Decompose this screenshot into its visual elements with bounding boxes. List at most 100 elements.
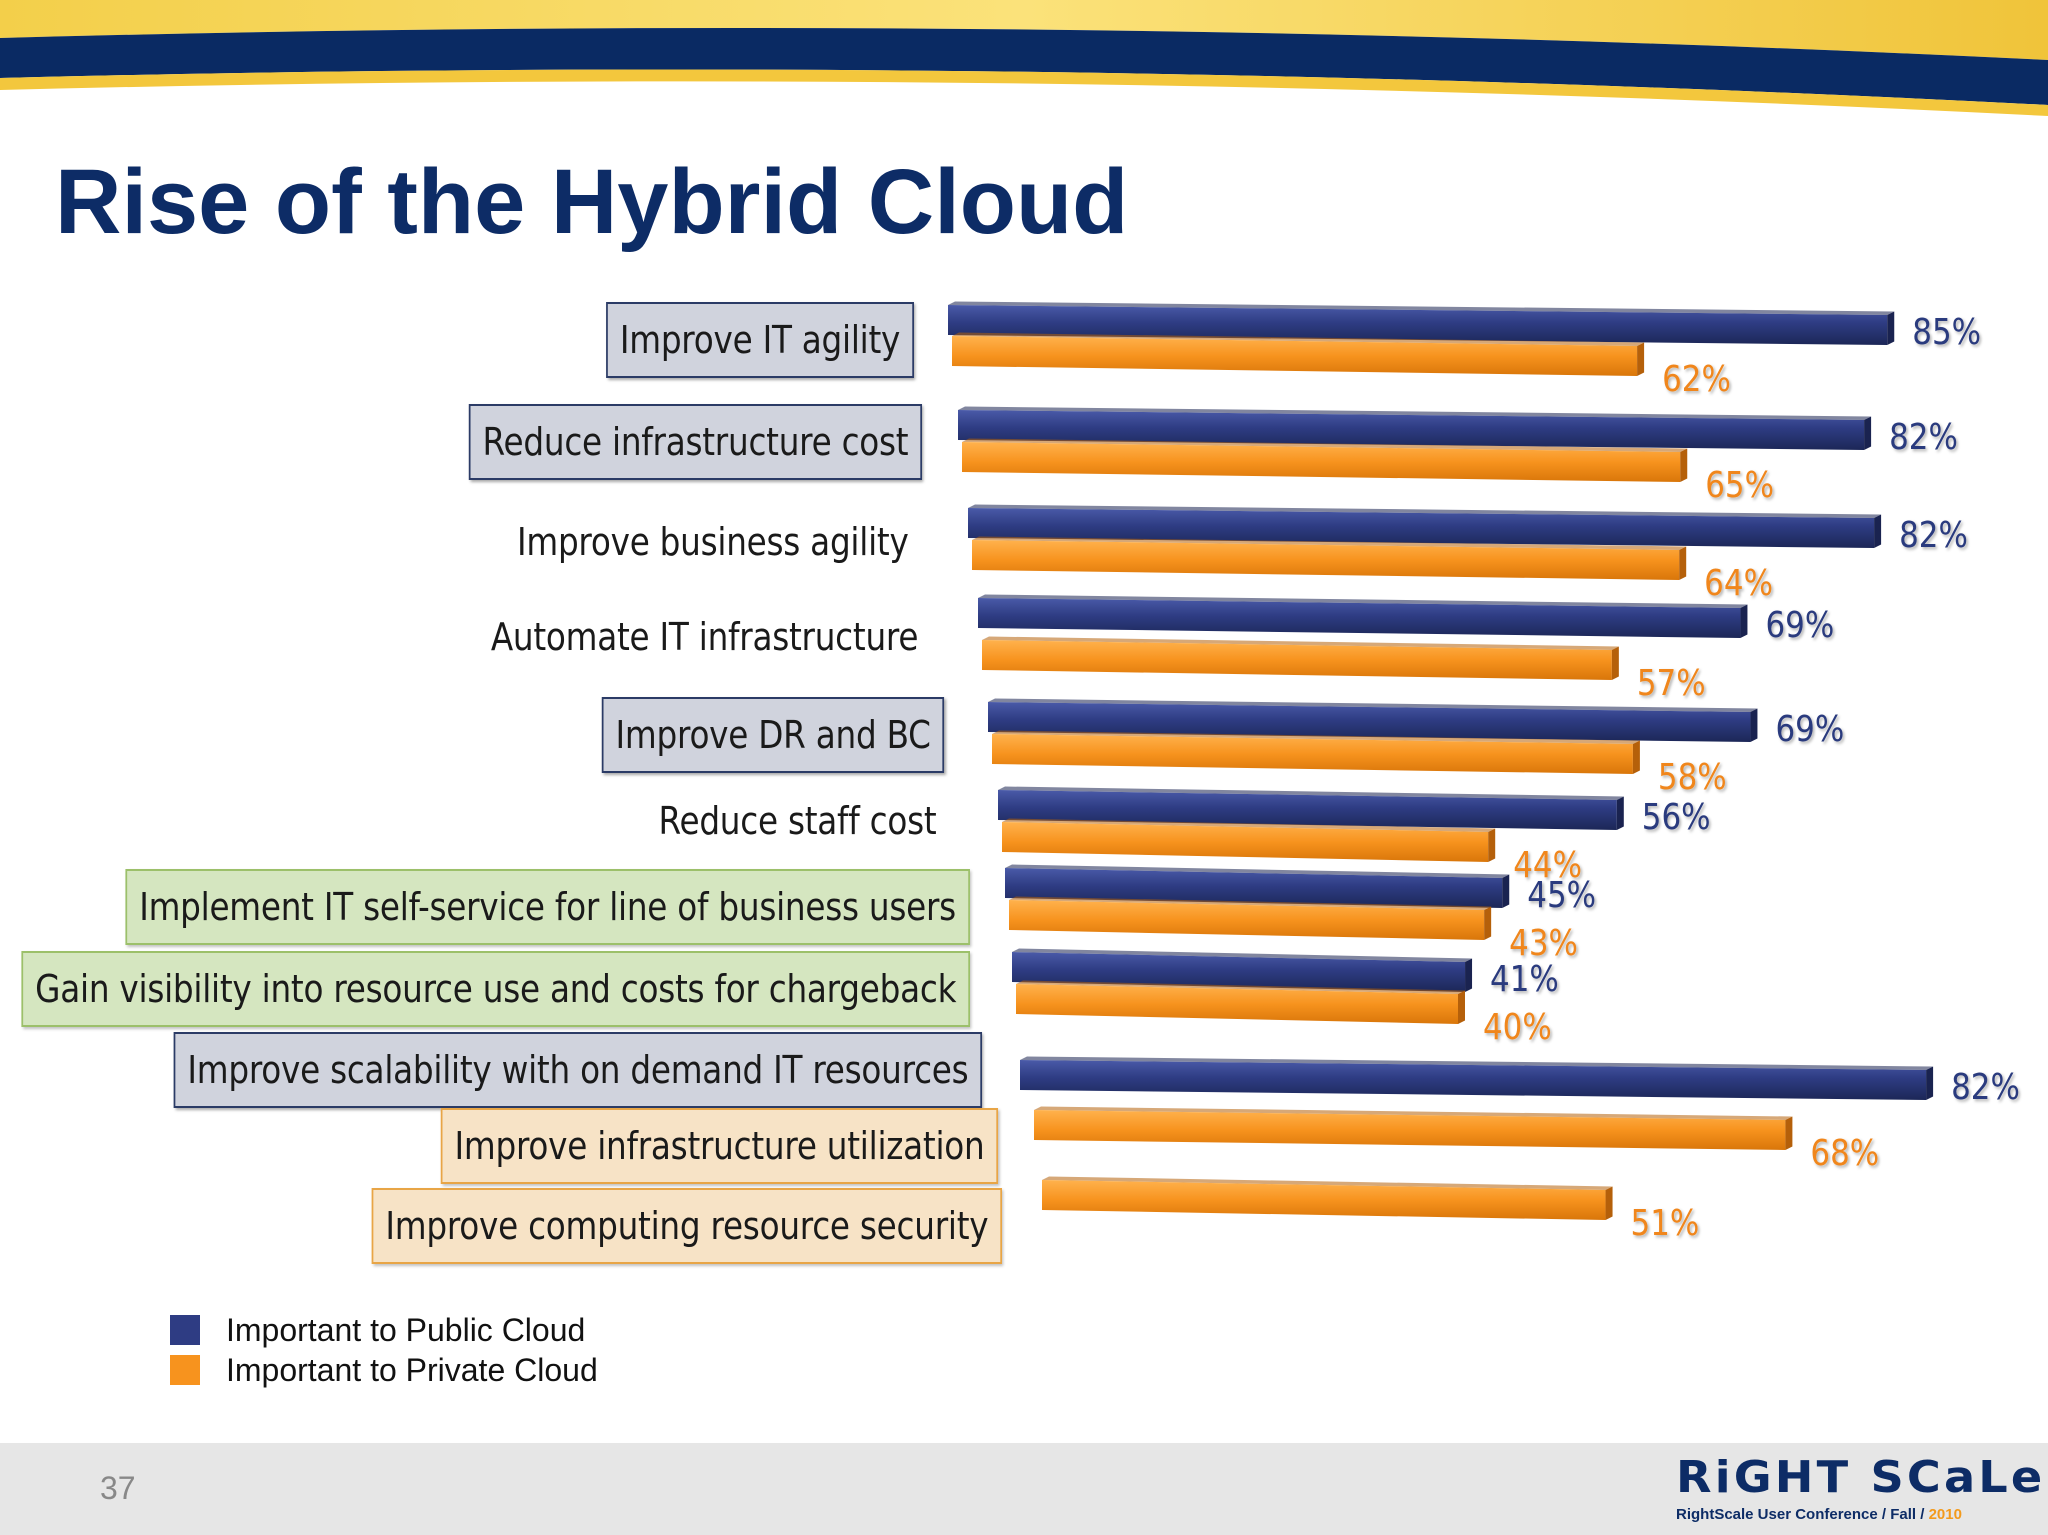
value-label-public-3: 69% xyxy=(1765,604,1834,646)
value-label-public-7: 41% xyxy=(1490,958,1559,1000)
bar-public-7-end xyxy=(1465,958,1473,992)
bar-public-8-top xyxy=(1020,1056,1934,1070)
bar-private-10 xyxy=(1042,1176,1613,1220)
bar-private-0-end xyxy=(1637,342,1645,376)
bar-public-2-face xyxy=(968,508,1875,548)
category-label-3: Automate IT infrastructure xyxy=(490,615,919,659)
footer-bar xyxy=(0,1443,2048,1535)
bar-public-8 xyxy=(1020,1056,1934,1100)
bar-private-3-top xyxy=(982,636,1619,650)
bar-public-6-end xyxy=(1502,874,1510,908)
legend-item-public: Important to Public Cloud xyxy=(170,1310,598,1350)
rightscale-logo: RiGHT SCaLe RightScale User Conference /… xyxy=(1676,1456,2042,1526)
bar-private-7-top xyxy=(1016,980,1465,994)
bar-private-5-end xyxy=(1488,828,1496,862)
category-label-0: Improve IT agility xyxy=(606,302,914,378)
bar-private-1-end xyxy=(1680,448,1688,482)
logo-tagline-text: RightScale User Conference / Fall / xyxy=(1676,1506,1929,1523)
bar-private-9-end xyxy=(1785,1116,1793,1150)
bar-public-7 xyxy=(1012,948,1473,992)
bar-private-3 xyxy=(982,636,1619,680)
bar-private-9-top xyxy=(1034,1106,1793,1120)
value-label-private-9: 68% xyxy=(1810,1132,1879,1174)
legend-swatch-private xyxy=(170,1355,200,1385)
category-label-1: Reduce infrastructure cost xyxy=(468,404,922,480)
bar-public-6 xyxy=(1005,864,1510,908)
bar-private-10-top xyxy=(1042,1176,1613,1190)
value-label-private-1: 65% xyxy=(1705,464,1774,506)
bar-public-1-face xyxy=(958,410,1865,450)
logo-wordmark: RiGHT SCaLe xyxy=(1676,1452,2046,1503)
bar-private-6-end xyxy=(1484,906,1492,940)
bar-public-2 xyxy=(968,504,1882,548)
bar-public-1 xyxy=(958,406,1872,450)
legend-item-private: Important to Private Cloud xyxy=(170,1350,598,1390)
bar-public-0 xyxy=(948,301,1895,345)
value-label-public-0: 85% xyxy=(1912,311,1981,353)
bar-public-3-top xyxy=(978,594,1748,608)
bar-private-3-end xyxy=(1611,646,1619,680)
bar-private-1 xyxy=(962,438,1688,482)
bar-public-3-face xyxy=(978,598,1741,638)
bar-private-5-top xyxy=(1002,818,1496,832)
bar-private-4-end xyxy=(1632,740,1640,774)
legend: Important to Public Cloud Important to P… xyxy=(170,1310,598,1390)
bar-private-5 xyxy=(1002,818,1496,862)
value-label-public-8: 82% xyxy=(1951,1066,2020,1108)
value-label-private-4: 58% xyxy=(1658,756,1727,798)
logo-tagline: RightScale User Conference / Fall / 2010 xyxy=(1676,1506,1996,1523)
value-label-public-6: 45% xyxy=(1527,874,1596,916)
bar-private-0-top xyxy=(952,332,1645,346)
category-label-7: Gain visibility into resource use and co… xyxy=(21,951,970,1027)
bar-public-5-face xyxy=(998,790,1617,830)
value-label-public-4: 69% xyxy=(1775,708,1844,750)
bar-public-0-end xyxy=(1887,311,1895,345)
bar-private-2-top xyxy=(972,536,1687,550)
value-label-public-1: 82% xyxy=(1889,416,1958,458)
logo-year: 2010 xyxy=(1928,1506,1962,1523)
bar-private-7-end xyxy=(1458,990,1465,1024)
bar-public-8-face xyxy=(1020,1060,1927,1100)
value-label-private-3: 57% xyxy=(1637,662,1706,704)
bar-private-2 xyxy=(972,536,1687,580)
category-label-9: Improve infrastructure utilization xyxy=(440,1108,998,1184)
bar-public-4-top xyxy=(988,698,1758,712)
legend-label-private: Important to Private Cloud xyxy=(226,1351,598,1388)
bar-public-5-top xyxy=(998,786,1624,800)
bar-private-3-face xyxy=(982,640,1612,680)
bar-private-5-face xyxy=(1002,822,1489,862)
slide-title: Rise of the Hybrid Cloud xyxy=(55,151,1129,253)
bar-public-2-top xyxy=(968,504,1882,518)
bar-private-1-top xyxy=(962,438,1688,452)
bar-private-0 xyxy=(952,332,1645,376)
bar-private-9 xyxy=(1034,1106,1793,1150)
value-label-private-10: 51% xyxy=(1631,1202,1700,1244)
bar-public-1-end xyxy=(1864,416,1872,450)
bar-public-6-face xyxy=(1005,868,1503,908)
bar-public-2-end xyxy=(1874,514,1882,548)
bar-private-2-face xyxy=(972,540,1680,580)
bar-chart: 85%62%82%65%82%64%69%57%69%58%56%44%45%4… xyxy=(948,301,2020,1244)
bar-public-4-face xyxy=(988,702,1751,742)
category-label-4: Improve DR and BC xyxy=(601,697,944,773)
bar-private-7 xyxy=(1016,980,1465,1024)
bar-public-6-top xyxy=(1005,864,1510,878)
bar-private-7-face xyxy=(1016,984,1458,1024)
value-label-public-2: 82% xyxy=(1899,514,1968,556)
value-label-private-5: 44% xyxy=(1513,844,1582,886)
bar-public-3-end xyxy=(1740,604,1748,638)
category-label-10: Improve computing resource security xyxy=(371,1188,1002,1264)
bar-private-0-face xyxy=(952,336,1638,376)
bar-public-1-top xyxy=(958,406,1872,420)
bar-private-6-face xyxy=(1009,900,1485,940)
header-banner xyxy=(0,0,2048,116)
bar-public-0-face xyxy=(948,305,1888,345)
bar-private-10-end xyxy=(1605,1186,1613,1220)
bar-public-4 xyxy=(988,698,1758,742)
bar-public-5-end xyxy=(1616,796,1624,830)
bar-public-7-top xyxy=(1012,948,1473,962)
bar-private-6-top xyxy=(1009,896,1492,910)
category-label-6: Implement IT self-service for line of bu… xyxy=(125,869,970,945)
value-label-public-5: 56% xyxy=(1642,796,1711,838)
category-label-2: Improve business agility xyxy=(516,520,909,564)
